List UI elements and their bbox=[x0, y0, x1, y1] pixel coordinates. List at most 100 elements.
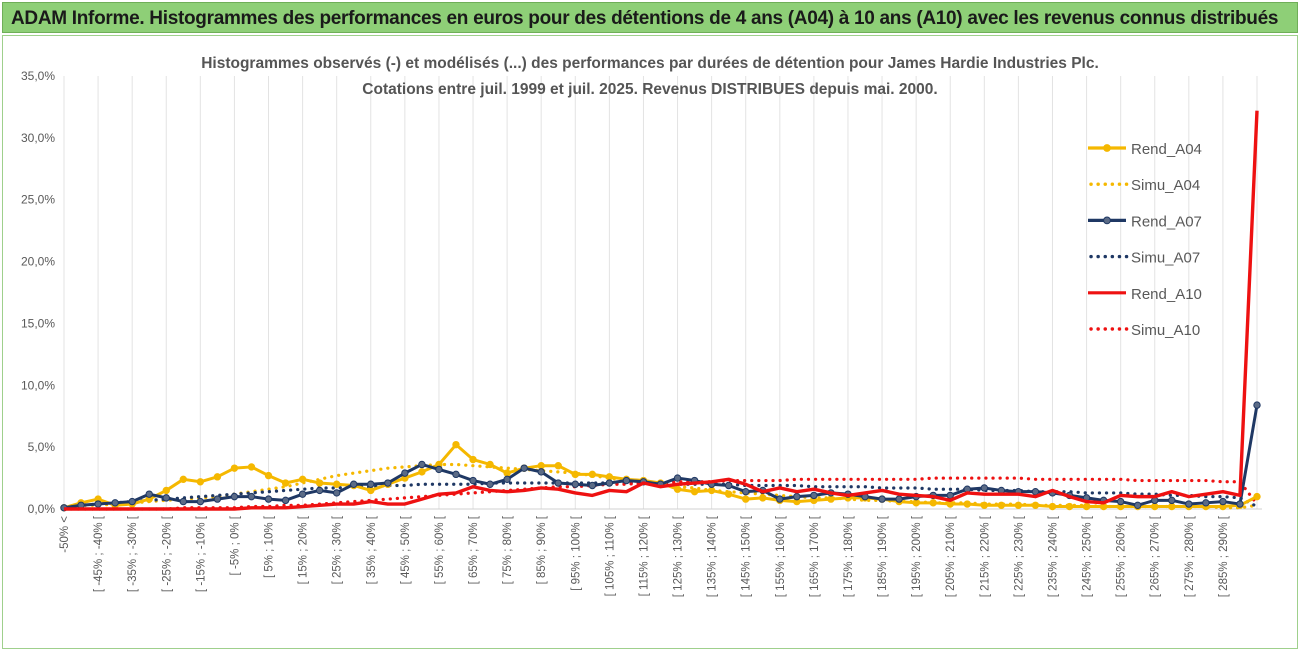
y-tick-label: 5,0% bbox=[28, 440, 56, 454]
point-Rend_A07 bbox=[264, 495, 273, 503]
legend-marker-Rend_A04 bbox=[1103, 144, 1111, 152]
point-Rend_A04 bbox=[690, 487, 699, 496]
point-Rend_A04 bbox=[486, 460, 494, 469]
point-Rend_A04 bbox=[1048, 502, 1057, 511]
x-tick-label: [ 125% ; 130% [ bbox=[673, 515, 685, 597]
point-Rend_A04 bbox=[1151, 502, 1159, 511]
point-Rend_A04 bbox=[298, 475, 307, 484]
point-Rend_A04 bbox=[554, 462, 562, 470]
legend-label-Simu_A10: Simu_A10 bbox=[1131, 322, 1200, 339]
series-line-Rend_A10 bbox=[64, 110, 1259, 511]
chart-legend: Rend_A04 Simu_A04 Rend_A07 Simu_A07 Rend_A10… bbox=[1088, 141, 1202, 339]
point-Rend_A07 bbox=[895, 495, 903, 503]
point-Rend_A07 bbox=[503, 475, 511, 484]
point-Rend_A04 bbox=[707, 486, 716, 495]
x-tick-label: [ 155% ; 160% [ bbox=[775, 515, 787, 597]
point-Rend_A04 bbox=[367, 486, 375, 495]
legend-marker-Rend_A07 bbox=[1103, 216, 1111, 225]
x-tick-label: [ 255% ; 260% [ bbox=[1116, 515, 1128, 597]
point-Rend_A07 bbox=[145, 490, 153, 498]
point-Rend_A04 bbox=[742, 495, 750, 503]
point-Rend_A07 bbox=[1253, 401, 1261, 409]
legend-label-Rend_A07: Rend_A07 bbox=[1131, 213, 1202, 230]
series-line-Simu_A04 bbox=[62, 462, 1259, 510]
y-tick-label: 30,0% bbox=[21, 131, 55, 145]
point-Rend_A04 bbox=[1168, 502, 1176, 511]
point-Rend_A04 bbox=[605, 473, 614, 481]
point-Rend_A04 bbox=[912, 499, 920, 507]
point-Rend_A07 bbox=[94, 500, 102, 508]
x-tick-label: [ 55% ; 60% [ bbox=[434, 515, 446, 584]
y-tick-label: 25,0% bbox=[21, 193, 55, 207]
point-Rend_A07 bbox=[878, 495, 886, 503]
point-Rend_A07 bbox=[179, 497, 188, 506]
x-tick-label: [ 75% ; 80% [ bbox=[502, 515, 514, 584]
point-Rend_A04 bbox=[588, 470, 597, 479]
report-banner: ADAM Informe. Histogrammes des performan… bbox=[2, 2, 1298, 33]
point-Rend_A07 bbox=[793, 492, 801, 501]
x-tick-label: [ 245% ; 250% [ bbox=[1082, 515, 1094, 597]
x-tick-label: [ -35% ; -30% [ bbox=[127, 515, 139, 592]
chart-frame bbox=[2, 35, 1298, 649]
point-Rend_A07 bbox=[673, 474, 682, 482]
point-Rend_A07 bbox=[1168, 496, 1176, 505]
y-tick-label: 15,0% bbox=[21, 316, 55, 330]
chart-title: Histogrammes observés (-) et modélisés (… bbox=[201, 55, 1099, 72]
point-Rend_A04 bbox=[537, 462, 545, 470]
point-Rend_A07 bbox=[350, 480, 358, 488]
point-Rend_A07 bbox=[588, 481, 597, 490]
point-Rend_A07 bbox=[367, 480, 375, 488]
x-tick-label: [ 25% ; 30% [ bbox=[332, 515, 344, 584]
point-Rend_A04 bbox=[1031, 501, 1040, 509]
point-Rend_A04 bbox=[452, 440, 460, 449]
point-Rend_A04 bbox=[230, 464, 239, 472]
point-Rend_A04 bbox=[469, 455, 477, 464]
x-tick-label: [ 85% ; 90% [ bbox=[536, 515, 548, 584]
y-tick-label: 0,0% bbox=[28, 502, 56, 516]
point-Rend_A04 bbox=[673, 485, 682, 493]
x-tick-label: -50% < bbox=[59, 516, 71, 553]
x-tick-label: [ 105% ; 110% [ bbox=[604, 515, 616, 596]
point-Rend_A07 bbox=[1185, 500, 1193, 508]
point-Rend_A04 bbox=[315, 479, 324, 487]
x-tick-label: [ 175% ; 180% [ bbox=[843, 515, 855, 597]
x-tick-label: [ 185% ; 190% [ bbox=[877, 515, 889, 597]
point-Rend_A07 bbox=[486, 480, 494, 488]
point-Rend_A04 bbox=[196, 478, 205, 486]
point-Rend_A07 bbox=[469, 476, 477, 485]
x-tick-label: [ -45% ; -40% [ bbox=[93, 515, 105, 592]
point-Rend_A04 bbox=[963, 500, 971, 508]
point-Rend_A07 bbox=[537, 468, 545, 476]
point-Rend_A07 bbox=[1236, 500, 1244, 508]
point-Rend_A07 bbox=[111, 499, 119, 507]
point-Rend_A07 bbox=[213, 495, 222, 503]
point-Rend_A04 bbox=[1253, 492, 1261, 501]
x-tick-label: [ -15% ; -10% [ bbox=[195, 515, 207, 592]
point-Rend_A07 bbox=[1219, 497, 1227, 506]
x-tick-label: [ 145% ; 150% [ bbox=[741, 515, 753, 597]
x-tick-label: [ 115% ; 120% [ bbox=[638, 515, 650, 596]
legend-label-Rend_A04: Rend_A04 bbox=[1131, 141, 1202, 158]
point-Rend_A07 bbox=[281, 496, 290, 505]
point-Rend_A04 bbox=[929, 499, 937, 507]
report-title: ADAM Informe. Histogrammes des performan… bbox=[11, 8, 1279, 29]
point-Rend_A07 bbox=[520, 464, 528, 472]
point-Rend_A07 bbox=[384, 479, 392, 487]
point-Rend_A07 bbox=[128, 497, 136, 506]
vertical-gridlines bbox=[63, 76, 1258, 509]
point-Rend_A04 bbox=[827, 495, 835, 503]
point-Rend_A04 bbox=[264, 471, 273, 480]
point-Rend_A07 bbox=[724, 481, 733, 490]
x-tick-label: [ 225% ; 230% [ bbox=[1013, 515, 1025, 597]
point-Rend_A04 bbox=[759, 494, 767, 502]
point-Rend_A04 bbox=[1014, 501, 1023, 509]
x-tick-label: [ 275% ; 280% [ bbox=[1184, 515, 1196, 597]
x-tick-label: [ 5% ; 10% [ bbox=[264, 515, 276, 578]
point-Rend_A04 bbox=[724, 490, 733, 498]
legend-label-Simu_A04: Simu_A04 bbox=[1131, 177, 1200, 194]
point-Rend_A07 bbox=[605, 479, 614, 487]
x-tick-label: [ 65% ; 70% [ bbox=[468, 515, 480, 584]
point-Rend_A04 bbox=[332, 480, 341, 488]
legend-label-Rend_A10: Rend_A10 bbox=[1131, 286, 1202, 303]
x-axis: -50% < [ -45% ; -40% [[ -35% ; -30% [[ -2… bbox=[59, 515, 1230, 597]
